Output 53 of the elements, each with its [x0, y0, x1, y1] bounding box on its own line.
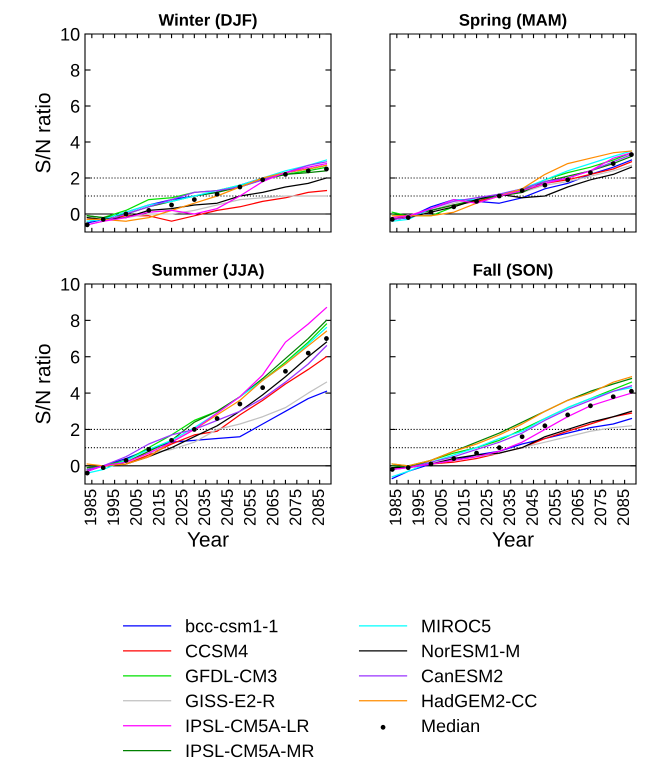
chart-title: Summer (JJA): [152, 264, 264, 280]
x-tick-label: 1995: [107, 490, 120, 525]
x-tick-label: 2065: [266, 490, 279, 526]
x-tick-label: 1985: [84, 490, 96, 525]
y-tick-label: 4: [70, 136, 80, 149]
x-tick-label: 2055: [244, 490, 256, 526]
x-axis-title: Year: [492, 532, 534, 547]
x-tick-label: 2065: [572, 490, 584, 526]
x-tick-label: 2075: [594, 490, 606, 526]
chart-title: Fall (SON): [474, 264, 552, 280]
y-tick-label: 10: [61, 28, 80, 41]
legend-label: CanESM2: [422, 670, 502, 682]
y-tick-label: 8: [70, 314, 80, 328]
x-tick-label: 2085: [617, 490, 630, 526]
chart-title: Winter (DJF): [158, 14, 257, 30]
x-tick-label: 1995: [412, 490, 424, 525]
y-tick-label: 6: [71, 100, 80, 113]
legend-label: GISS-E2-R: [186, 694, 274, 708]
x-tick-label: 2045: [221, 490, 233, 526]
legend-label: HadGEM2-CC: [422, 694, 537, 708]
legend-label: MIROC5: [422, 620, 490, 632]
legend-label: Median: [422, 718, 480, 732]
y-axis-title: S/N ratio: [35, 93, 50, 173]
x-tick-label: 2005: [435, 490, 447, 526]
y-axis-title: S/N ratio: [35, 344, 50, 424]
legend-label: bcc-csm1-1: [186, 619, 278, 632]
y-tick-label: 0: [70, 208, 80, 221]
x-tick-label: 2025: [176, 490, 188, 526]
y-tick-label: 8: [70, 64, 80, 77]
y-tick-label: 0: [70, 460, 80, 473]
y-tick-label: 2: [71, 172, 80, 185]
x-tick-label: 1985: [390, 490, 402, 525]
x-tick-label: 2015: [458, 490, 470, 526]
x-tick-label: 2015: [152, 490, 165, 526]
x-tick-label: 2055: [548, 490, 561, 526]
x-tick-label: 2005: [130, 490, 142, 526]
legend-label: GFDL-CM3: [186, 670, 277, 682]
x-tick-label: 2025: [480, 490, 492, 526]
y-tick-label: 10: [61, 278, 80, 291]
y-tick-label: 2: [71, 423, 80, 436]
y-tick-label: 4: [70, 387, 80, 400]
legend-label: IPSL-CM5A-MR: [186, 744, 314, 758]
chart-title: Spring (MAM): [459, 14, 566, 30]
x-tick-label: 2045: [526, 490, 538, 526]
y-tick-label: 6: [71, 350, 80, 364]
x-tick-label: 2085: [312, 490, 324, 526]
x-axis-title: Year: [187, 532, 229, 547]
legend-label: IPSL-CM5A-LR: [186, 719, 309, 732]
legend-label: CCSM4: [186, 644, 248, 658]
x-tick-label: 2035: [503, 490, 516, 526]
x-tick-label: 2035: [198, 490, 210, 526]
x-tick-label: 2075: [290, 490, 302, 526]
legend-label: NorESM1-M: [422, 644, 519, 658]
